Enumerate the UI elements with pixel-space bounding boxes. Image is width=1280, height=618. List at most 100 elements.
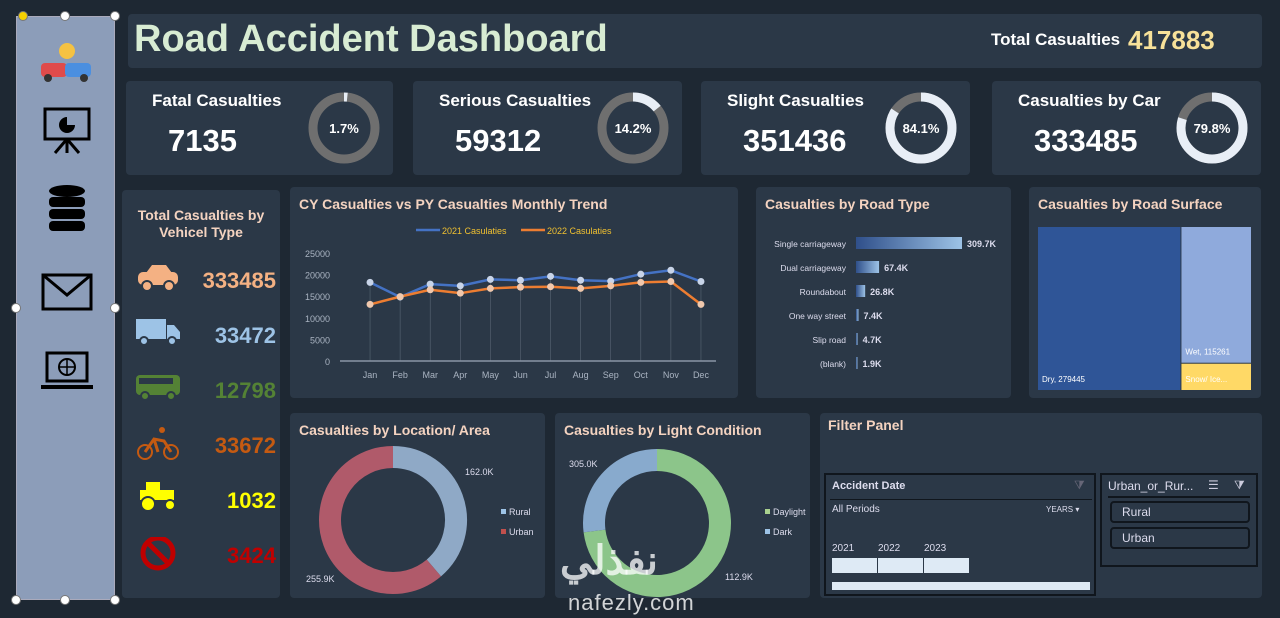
- year-label: 2021: [832, 543, 855, 554]
- kpi-value: 351436: [743, 123, 847, 158]
- filter-panel: Filter Panel Accident Date ⧩ All Periods…: [820, 413, 1262, 598]
- legend-swatch: [501, 509, 506, 514]
- kpi-value: 59312: [455, 123, 542, 158]
- timeline-year[interactable]: 2023: [924, 543, 969, 573]
- data-point: [637, 278, 645, 286]
- resize-handle[interactable]: [11, 303, 21, 313]
- vehicle-value: 333485: [202, 268, 276, 293]
- clear-filter-icon[interactable]: ⧩: [1234, 478, 1245, 492]
- header: Road Accident Dashboard Total Casualties…: [128, 14, 1262, 68]
- slicer-option-urban[interactable]: Urban: [1110, 527, 1250, 549]
- data-point: [667, 278, 675, 286]
- road-type-chart: Casualties by Road Type Single carriagew…: [756, 187, 1011, 398]
- chart-title: Casualties by Light Condition: [564, 422, 762, 438]
- granularity-value: YEARS: [1046, 505, 1074, 514]
- y-tick-label: 25000: [305, 249, 330, 259]
- x-tick-label: Apr: [453, 370, 467, 380]
- treemap-label: Snow/ Ice...: [1185, 375, 1227, 384]
- timeline-year[interactable]: 2022: [878, 543, 923, 573]
- page-title: Road Accident Dashboard: [134, 18, 608, 60]
- bar: [856, 237, 962, 249]
- data-label: 26.8K: [870, 287, 895, 297]
- legend-swatch: [765, 509, 770, 514]
- category-label: One way street: [789, 311, 847, 321]
- treemap-cell: [1038, 227, 1181, 390]
- x-tick-label: Feb: [392, 370, 408, 380]
- data-point: [547, 272, 555, 280]
- data-label: 67.4K: [884, 263, 909, 273]
- resize-handle[interactable]: [18, 11, 28, 21]
- data-point: [637, 270, 645, 278]
- urban-rural-slicer: Urban_or_Rur... ☰ ⧩ Rural Urban: [1100, 473, 1258, 567]
- data-label: 162.0K: [465, 467, 494, 477]
- x-tick-label: Sep: [603, 370, 619, 380]
- vehicle-value: 1032: [227, 488, 276, 513]
- vehicle-row: 12798: [136, 372, 276, 412]
- y-tick-label: 15000: [305, 292, 330, 302]
- kpi-label: Slight Casualties: [727, 91, 864, 110]
- kpi-donut: 14.2%: [597, 92, 669, 164]
- x-tick-label: Dec: [693, 370, 710, 380]
- accident-date-timeline[interactable]: Accident Date ⧩ All Periods YEARS ▾ 2021…: [824, 473, 1096, 596]
- data-point: [577, 276, 585, 284]
- database-icon[interactable]: [39, 183, 95, 233]
- resize-handle[interactable]: [60, 595, 70, 605]
- data-point: [366, 278, 374, 286]
- data-point: [426, 286, 434, 294]
- resize-handle[interactable]: [110, 11, 120, 21]
- vehicle-row: 333485: [136, 262, 276, 302]
- bar: [856, 285, 866, 297]
- timeline-period-label: All Periods: [832, 504, 880, 515]
- legend-label: 2021 Casulaties: [442, 226, 507, 236]
- data-point: [516, 283, 524, 291]
- category-label: (blank): [820, 359, 846, 369]
- treemap-cell: [1181, 227, 1251, 363]
- car-crash-icon[interactable]: [39, 37, 95, 87]
- kpi-label: Fatal Casualties: [152, 91, 282, 110]
- slicer-title: Urban_or_Rur...: [1108, 479, 1194, 493]
- data-label: 7.4K: [864, 311, 884, 321]
- timeline-scrollbar[interactable]: [832, 582, 1090, 590]
- total-casualties-label: Total Casualties: [991, 30, 1121, 49]
- laptop-globe-icon[interactable]: [39, 347, 95, 397]
- legend-label: Daylight: [773, 507, 806, 517]
- donut-fill: [885, 92, 957, 164]
- bar: [856, 357, 858, 369]
- data-label: 255.9K: [306, 574, 335, 584]
- vehicle-row: 33672: [136, 427, 276, 467]
- monthly-trend-chart: CY Casualties vs PY Casualties Monthly T…: [290, 187, 738, 398]
- truck-icon: [136, 319, 180, 346]
- clear-filter-icon[interactable]: ⧩: [1074, 478, 1085, 492]
- series-line: [369, 269, 702, 299]
- mail-icon[interactable]: [39, 267, 95, 317]
- chart-title: CY Casualties vs PY Casualties Monthly T…: [299, 196, 608, 212]
- tractor-icon: [140, 482, 176, 512]
- resize-handle[interactable]: [11, 595, 21, 605]
- timeline-year[interactable]: 2021: [832, 543, 877, 573]
- kpi-card: Fatal Casualties 7135 1.7%: [126, 81, 393, 175]
- bar: [856, 309, 859, 321]
- category-label: Single carriageway: [774, 239, 847, 249]
- slicer-option-rural[interactable]: Rural: [1110, 501, 1250, 523]
- donut-slice: [583, 449, 658, 533]
- resize-handle[interactable]: [60, 11, 70, 21]
- multi-select-icon[interactable]: ☰: [1208, 478, 1219, 492]
- presentation-icon[interactable]: [39, 105, 95, 155]
- donut-slice: [583, 449, 731, 597]
- vehicle-value: 33472: [214, 323, 276, 348]
- vehicle-row: 3424: [136, 537, 276, 577]
- data-point: [667, 266, 675, 274]
- kpi-value: 7135: [168, 123, 237, 158]
- data-point: [366, 300, 374, 308]
- kpi-percent: 1.7%: [329, 121, 359, 136]
- granularity-dropdown[interactable]: YEARS ▾: [1046, 505, 1080, 514]
- y-tick-label: 20000: [305, 271, 330, 281]
- resize-handle[interactable]: [110, 303, 120, 313]
- year-bar: [832, 558, 877, 573]
- x-tick-label: Nov: [663, 370, 680, 380]
- resize-handle[interactable]: [110, 595, 120, 605]
- treemap-label: Dry, 279445: [1042, 375, 1086, 384]
- y-tick-label: 5000: [310, 335, 330, 345]
- data-point: [577, 284, 585, 292]
- year-label: 2023: [924, 543, 947, 554]
